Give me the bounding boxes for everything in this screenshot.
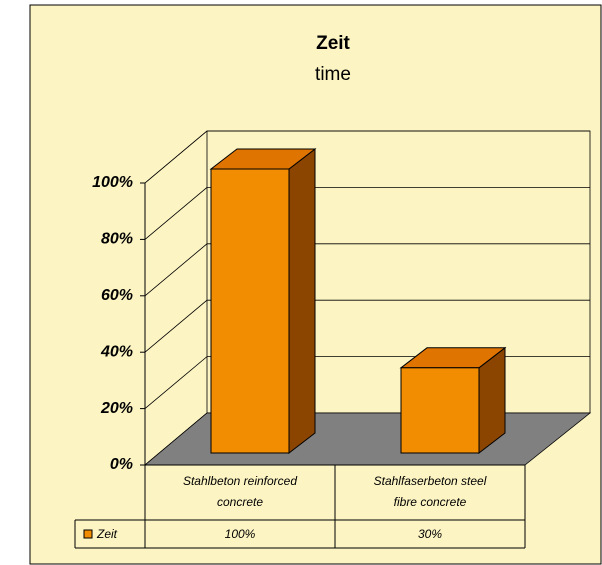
y-tick-label: 60%	[101, 287, 133, 304]
y-tick-label: 40%	[100, 343, 133, 360]
chart-title: Zeit	[316, 33, 350, 54]
chart-subtitle: time	[315, 64, 351, 85]
data-label: 30%	[418, 527, 442, 541]
bar-front	[210, 168, 290, 454]
data-label: 100%	[225, 527, 256, 541]
y-tick-label: 20%	[100, 400, 133, 417]
bar-side	[288, 147, 316, 455]
bar	[399, 346, 507, 455]
legend-swatch	[83, 529, 93, 539]
y-tick-label: 80%	[101, 231, 133, 248]
grid-line	[144, 299, 590, 353]
grid-line	[144, 243, 590, 297]
grid-line	[144, 186, 590, 240]
y-tick-label: 0%	[110, 456, 133, 473]
grid-line	[144, 130, 590, 184]
x-tick-label: Stahlfaserbeton steel fibre concrete	[374, 474, 487, 509]
legend-label: Zeit	[96, 527, 118, 541]
bar-front	[400, 367, 480, 454]
bar	[209, 147, 317, 455]
y-tick-label: 100%	[92, 174, 133, 191]
x-tick-label: Stahlbeton reinforced concrete	[183, 474, 297, 509]
